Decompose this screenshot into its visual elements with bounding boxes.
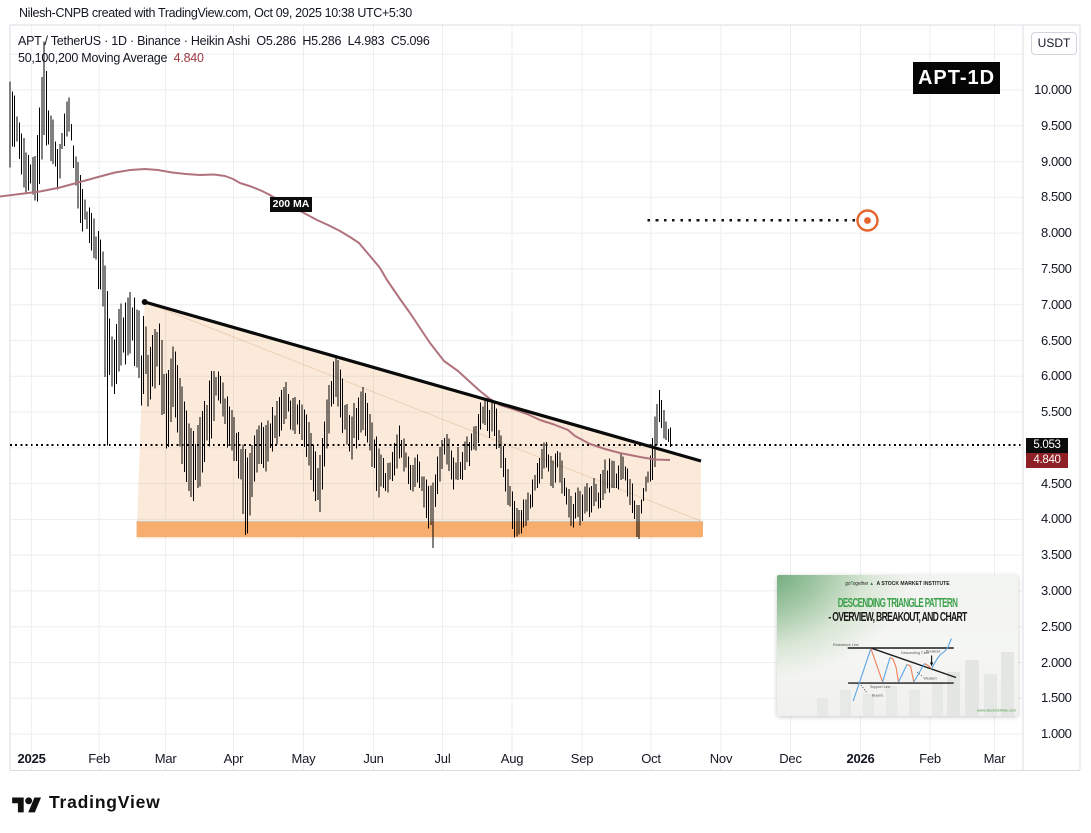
svg-text:Support Line: Support Line — [870, 685, 890, 689]
svg-text:Buyers: Buyers — [872, 693, 883, 697]
svg-text:Resistance Line: Resistance Line — [833, 643, 859, 647]
svg-text:Weaken: Weaken — [924, 676, 937, 680]
svg-text:www.stockinstitute.com: www.stockinstitute.com — [977, 708, 1016, 712]
svg-text:Descending T.line: Descending T.line — [901, 651, 929, 655]
svg-text:Breakout: Breakout — [926, 649, 940, 653]
